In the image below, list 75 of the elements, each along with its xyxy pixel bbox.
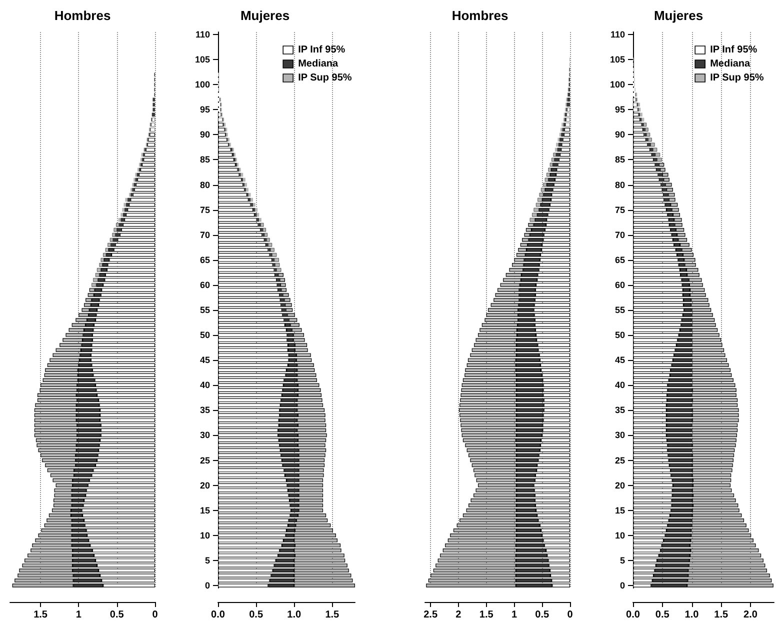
x-tick-label: 2.0 [744, 610, 758, 620]
x-tick-label: 1.5 [714, 610, 729, 620]
y-tick-label: 50 [614, 330, 625, 340]
y-tick-label: 20 [200, 480, 210, 490]
x-tick-label: 0.5 [655, 610, 670, 620]
y-tick-label: 15 [614, 505, 625, 516]
y-tick-label: 35 [614, 405, 625, 416]
y-tick-label: 35 [200, 405, 210, 416]
chart-title: Hombres [452, 8, 508, 23]
y-tick-label: 10 [200, 530, 210, 540]
legend-label: IP Inf 95% [298, 44, 346, 56]
y-tick-label: 30 [200, 430, 210, 440]
x-tick-label: 2 [456, 610, 462, 620]
x-tick-label: 0.5 [535, 610, 550, 620]
x-tick-label: 1.0 [684, 610, 700, 620]
y-tick-label: 80 [200, 180, 210, 190]
legend-label: IP Sup 95% [298, 72, 352, 84]
y-tick-label: 80 [614, 180, 625, 190]
y-tick-label: 30 [614, 430, 625, 440]
y-tick-label: 45 [614, 355, 625, 366]
x-tick-label: 0.0 [211, 610, 226, 620]
legend-label: Mediana [710, 58, 751, 70]
y-tick-label: 65 [614, 254, 625, 265]
y-tick-label: 45 [200, 355, 210, 366]
y-tick-label: 85 [614, 154, 625, 165]
y-tick-label: 60 [200, 280, 210, 290]
x-tick-label: 0 [152, 610, 158, 620]
y-tick-label: 25 [614, 455, 625, 466]
y-tick-label: 5 [620, 555, 625, 566]
y-tick-label: 15 [200, 505, 210, 516]
y-tick-label: 105 [194, 54, 210, 65]
x-tick-label: 1 [511, 610, 518, 620]
chart-title: Hombres [54, 8, 111, 23]
y-tick-label: 55 [614, 305, 625, 315]
chart-title: Mujeres [654, 8, 704, 23]
y-tick-label: 100 [194, 80, 210, 90]
y-tick-label: 10 [614, 530, 625, 540]
y-tick-label: 25 [200, 455, 210, 466]
y-tick-label: 70 [614, 230, 625, 240]
x-tick-label: 1.5 [325, 610, 340, 620]
y-tick-label: 110 [610, 30, 625, 40]
y-tick-label: 75 [200, 204, 210, 215]
x-tick-label: 1.5 [479, 610, 494, 620]
y-tick-label: 0 [204, 580, 210, 590]
y-tick-label: 40 [614, 380, 625, 390]
y-tick-label: 100 [610, 80, 625, 90]
legend-label: IP Sup 95% [710, 72, 764, 84]
x-tick-label: 1.5 [34, 610, 48, 620]
legend-label: Mediana [298, 58, 339, 70]
y-tick-label: 90 [614, 130, 625, 140]
y-tick-label: 95 [614, 104, 625, 115]
y-tick-label: 85 [200, 154, 210, 165]
y-tick-label: 5 [204, 555, 210, 566]
x-tick-label: 2.5 [424, 610, 438, 620]
x-tick-label: 0.5 [110, 610, 124, 620]
y-tick-label: 40 [200, 380, 210, 390]
y-tick-label: 60 [614, 280, 625, 290]
y-tick-label: 0 [620, 580, 625, 590]
y-tick-label: 20 [614, 480, 625, 490]
x-tick-label: 0.0 [626, 610, 640, 620]
y-tick-label: 70 [200, 230, 210, 240]
x-tick-label: 0 [567, 610, 574, 620]
x-tick-label: 1.0 [287, 610, 302, 620]
y-tick-label: 90 [200, 130, 210, 140]
x-tick-label: 0.5 [249, 610, 264, 620]
x-tick-label: 1 [76, 610, 82, 620]
y-tick-label: 105 [610, 54, 625, 65]
y-tick-label: 110 [195, 30, 210, 40]
y-tick-label: 65 [200, 254, 210, 265]
y-tick-label: 50 [200, 330, 210, 340]
y-tick-label: 75 [614, 204, 625, 215]
y-tick-label: 55 [200, 305, 210, 315]
chart-title: Mujeres [240, 8, 290, 23]
y-tick-label: 95 [200, 104, 210, 115]
legend-label: IP Inf 95% [710, 44, 758, 56]
